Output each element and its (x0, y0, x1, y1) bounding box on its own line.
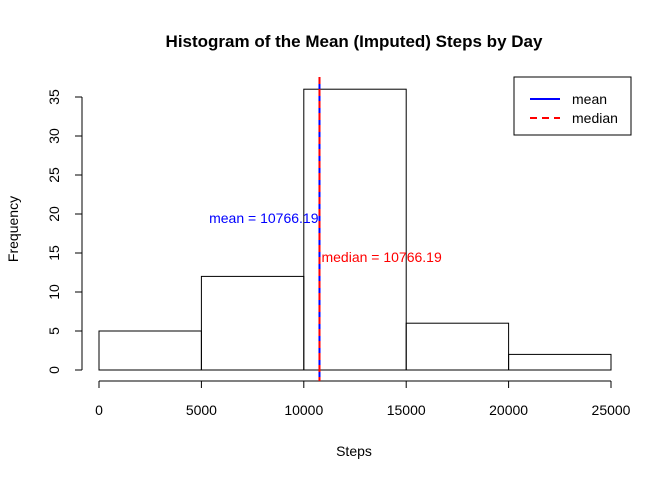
histogram-bar-1 (200, 275, 305, 371)
median-annotation: median = 10766.19 (321, 249, 441, 265)
y-tick-label-4: 20 (46, 206, 62, 222)
x-tick-label-2: 10000 (284, 402, 323, 418)
legend-label-mean: mean (572, 91, 607, 107)
y-tick-label-7: 35 (46, 89, 62, 105)
histogram-bar-2 (303, 88, 407, 371)
annotations-group: mean = 10766.19 median = 10766.19 (209, 210, 442, 265)
legend: mean median (513, 76, 632, 136)
x-tick-label-4: 20000 (489, 402, 528, 418)
bars-group (98, 88, 612, 371)
x-axis-label: Steps (336, 443, 372, 459)
x-tick-label-0: 0 (95, 402, 103, 418)
x-tick-label-1: 5000 (186, 402, 217, 418)
histogram-bar-0 (98, 330, 202, 371)
chart-title: Histogram of the Mean (Imputed) Steps by… (166, 32, 543, 51)
legend-label-median: median (572, 110, 618, 126)
y-axis-label: Frequency (5, 196, 21, 262)
y-tick-label-2: 10 (46, 284, 62, 300)
x-tick-label-5: 25000 (592, 402, 631, 418)
y-axis: 0 5 10 15 20 25 30 35 (46, 89, 83, 374)
mean-annotation: mean = 10766.19 (209, 210, 319, 226)
x-axis: 0 5000 10000 15000 20000 25000 (95, 380, 631, 418)
y-tick-label-1: 5 (46, 327, 62, 335)
histogram-bar-3 (405, 322, 510, 371)
y-tick-label-6: 30 (46, 128, 62, 144)
histogram-bar-4 (508, 353, 612, 371)
y-tick-label-3: 15 (46, 245, 62, 261)
x-tick-label-3: 15000 (387, 402, 426, 418)
y-tick-label-0: 0 (46, 366, 62, 374)
y-tick-label-5: 25 (46, 167, 62, 183)
legend-box (513, 76, 632, 136)
